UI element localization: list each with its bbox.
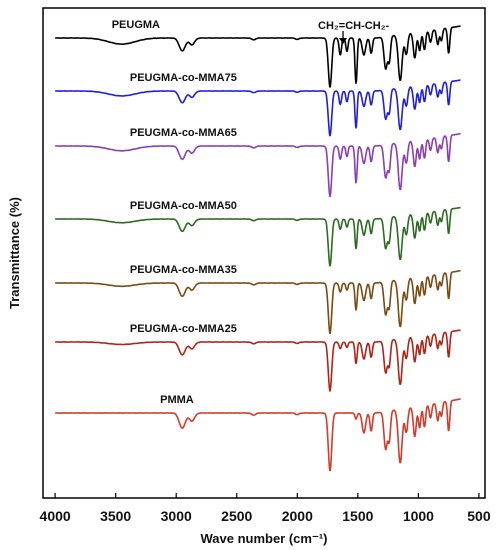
- series-label-peugma-co-mma25: PEUGMA-co-MMA25: [130, 323, 237, 335]
- series-group: PEUGMA PEUGMA-co-MMA75 PEUGMA-co-MMA65 PEUG…: [54, 19, 461, 472]
- series-line-peugma-co-mma25: [54, 329, 461, 392]
- x-tick-label: 2500: [221, 508, 252, 524]
- series-line-peugma-co-mma35: [54, 270, 461, 335]
- x-tick-label: 3000: [161, 508, 192, 524]
- series-label-peugma-co-mma50: PEUGMA-co-MMA50: [130, 200, 237, 212]
- series-line-peugma-co-mma65: [54, 133, 461, 198]
- series-label-peugma-co-mma75: PEUGMA-co-MMA75: [130, 72, 237, 84]
- x-axis-title: Wave number (cm⁻¹): [200, 531, 327, 546]
- x-axis-ticks: 4000 3500 3000 2500 2000 1500 1000 500: [40, 493, 491, 524]
- x-tick-label: 1000: [403, 508, 434, 524]
- allyl-annotation: CH₂=CH-CH₂-: [318, 20, 390, 32]
- series-label-peugma: PEUGMA: [112, 19, 160, 31]
- x-tick-label: 4000: [40, 508, 71, 524]
- series-label-peugma-co-mma35: PEUGMA-co-MMA35: [130, 264, 237, 276]
- series-line-peugma: [54, 25, 461, 88]
- x-tick-label: 500: [467, 508, 491, 524]
- annotation-arrow-head: [339, 38, 347, 44]
- series-line-pmma: [54, 398, 461, 472]
- x-tick-label: 2000: [282, 508, 313, 524]
- y-axis-title: Transmittance (%): [7, 197, 22, 309]
- annotation-group: CH₂=CH-CH₂-: [318, 20, 390, 44]
- series-line-peugma-co-mma75: [54, 79, 461, 137]
- series-label-peugma-co-mma65: PEUGMA-co-MMA65: [130, 127, 237, 139]
- x-tick-label: 1500: [342, 508, 373, 524]
- series-line-peugma-co-mma50: [54, 206, 461, 267]
- series-label-pmma: PMMA: [160, 394, 194, 406]
- plot-frame: [42, 7, 486, 499]
- x-tick-label: 3500: [100, 508, 131, 524]
